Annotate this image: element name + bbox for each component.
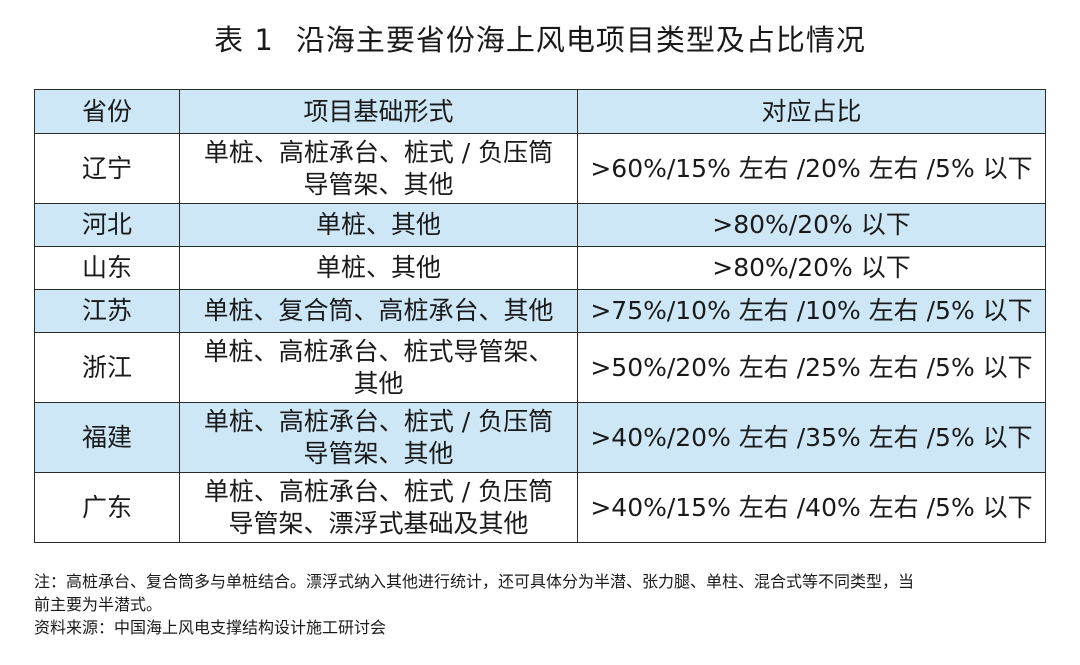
foundation-type-cell: 单桩、其他 xyxy=(179,203,578,247)
table-row: 辽宁 单桩、高桩承台、桩式 / 负压筒 导管架、其他 >60%/15% 左右 /2… xyxy=(34,133,1046,204)
province-cell: 辽宁 xyxy=(34,133,180,204)
foundation-type-line: 单桩、高桩承台、桩式 / 负压筒 xyxy=(203,406,554,436)
foundation-type-line: 单桩、高桩承台、桩式 / 负压筒 xyxy=(203,476,554,506)
ratio-cell: >80%/20% 以下 xyxy=(577,203,1046,247)
province-cell: 河北 xyxy=(34,203,180,247)
table-row: 福建 单桩、高桩承台、桩式 / 负压筒 导管架、其他 >40%/20% 左右 /3… xyxy=(34,402,1046,473)
foundation-type-cell: 单桩、高桩承台、桩式导管架、 其他 xyxy=(179,332,578,403)
note-line: 前主要为半潜式。 xyxy=(34,595,163,614)
foundation-type-line: 单桩、高桩承台、桩式 / 负压筒 xyxy=(203,137,554,167)
province-cell: 江苏 xyxy=(34,289,180,333)
foundation-type-cell: 单桩、高桩承台、桩式 / 负压筒 导管架、其他 xyxy=(179,133,578,204)
table-row: 山东 单桩、其他 >80%/20% 以下 xyxy=(34,246,1046,290)
province-cell: 山东 xyxy=(34,246,180,290)
table-notes: 注：高桩承台、复合筒多与单桩结合。漂浮式纳入其他进行统计，还可具体分为半潜、张力… xyxy=(34,570,1054,639)
table-title-text: 沿海主要省份海上风电项目类型及占比情况 xyxy=(295,23,866,57)
ratio-cell: >40%/20% 左右 /35% 左右 /5% 以下 xyxy=(577,402,1046,473)
header-foundation-type: 项目基础形式 xyxy=(179,89,578,134)
data-table: 省份 项目基础形式 对应占比 辽宁 单桩、高桩承台、桩式 / 负压筒 导管架、其他… xyxy=(34,89,1046,543)
table-title: 表 1 沿海主要省份海上风电项目类型及占比情况 xyxy=(0,20,1080,60)
ratio-cell: >50%/20% 左右 /25% 左右 /5% 以下 xyxy=(577,332,1046,403)
ratio-cell: >75%/10% 左右 /10% 左右 /5% 以下 xyxy=(577,289,1046,333)
foundation-type-line: 导管架、其他 xyxy=(303,169,454,199)
foundation-type-cell: 单桩、复合筒、高桩承台、其他 xyxy=(179,289,578,333)
header-ratio: 对应占比 xyxy=(577,89,1046,134)
source-text: 资料来源：中国海上风电支撑结构设计施工研讨会 xyxy=(34,618,387,637)
foundation-type-line: 单桩、高桩承台、桩式导管架、 xyxy=(203,336,554,366)
province-cell: 广东 xyxy=(34,472,180,543)
province-cell: 福建 xyxy=(34,402,180,473)
foundation-type-cell: 单桩、高桩承台、桩式 / 负压筒 导管架、漂浮式基础及其他 xyxy=(179,472,578,543)
ratio-cell: >40%/15% 左右 /40% 左右 /5% 以下 xyxy=(577,472,1046,543)
table-header-row: 省份 项目基础形式 对应占比 xyxy=(34,89,1046,134)
foundation-type-line: 导管架、其他 xyxy=(303,438,454,468)
note-line: 注：高桩承台、复合筒多与单桩结合。漂浮式纳入其他进行统计，还可具体分为半潜、张力… xyxy=(34,572,915,591)
table-row: 浙江 单桩、高桩承台、桩式导管架、 其他 >50%/20% 左右 /25% 左右 … xyxy=(34,332,1046,403)
table-row: 广东 单桩、高桩承台、桩式 / 负压筒 导管架、漂浮式基础及其他 >40%/15%… xyxy=(34,472,1046,543)
province-cell: 浙江 xyxy=(34,332,180,403)
table-number: 表 1 xyxy=(214,23,274,57)
note-text: 注：高桩承台、复合筒多与单桩结合。漂浮式纳入其他进行统计，还可具体分为半潜、张力… xyxy=(34,570,1054,616)
ratio-cell: >80%/20% 以下 xyxy=(577,246,1046,290)
ratio-cell: >60%/15% 左右 /20% 左右 /5% 以下 xyxy=(577,133,1046,204)
table-row: 江苏 单桩、复合筒、高桩承台、其他 >75%/10% 左右 /10% 左右 /5… xyxy=(34,289,1046,333)
header-province: 省份 xyxy=(34,89,180,134)
foundation-type-line: 其他 xyxy=(353,368,404,398)
foundation-type-line: 导管架、漂浮式基础及其他 xyxy=(228,508,529,538)
foundation-type-cell: 单桩、其他 xyxy=(179,246,578,290)
table-row: 河北 单桩、其他 >80%/20% 以下 xyxy=(34,203,1046,247)
foundation-type-cell: 单桩、高桩承台、桩式 / 负压筒 导管架、其他 xyxy=(179,402,578,473)
